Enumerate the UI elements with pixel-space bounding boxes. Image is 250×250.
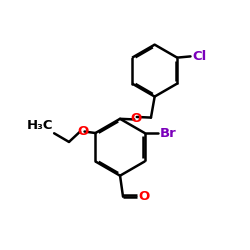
Text: O: O [77, 125, 88, 138]
Text: Cl: Cl [192, 50, 207, 63]
Text: O: O [138, 190, 149, 203]
Text: H₃C: H₃C [26, 119, 53, 132]
Text: Br: Br [160, 126, 177, 140]
Text: O: O [130, 112, 141, 125]
